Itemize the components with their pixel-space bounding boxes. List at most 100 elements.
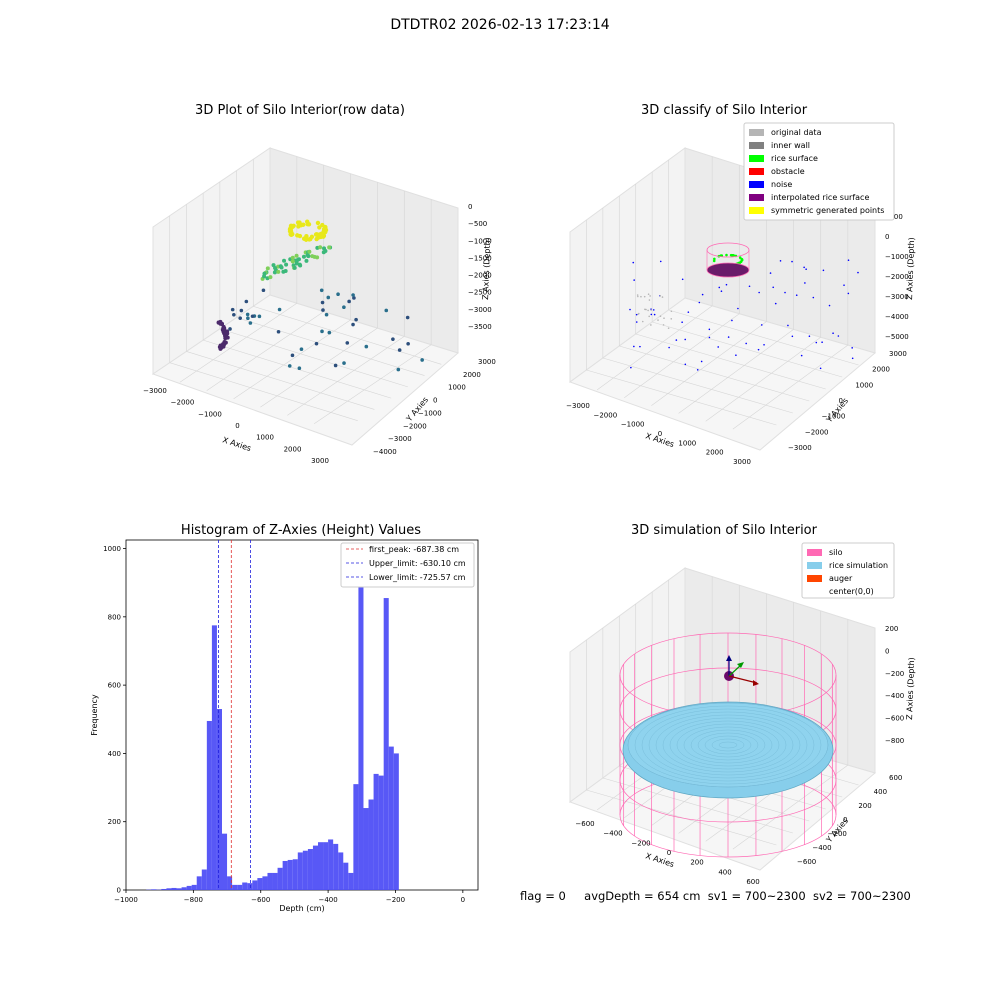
panel3-ytick-label: 0: [117, 887, 121, 895]
panel3-xtick-label: −800: [184, 896, 203, 904]
panel2-title: 3D classify of Silo Interior: [640, 103, 808, 118]
panel2-ztick-1: 0: [885, 233, 889, 241]
panel2-noise-point: [696, 369, 699, 371]
panel2-noise-point: [769, 272, 772, 274]
panel3-bar: [216, 709, 222, 890]
panel3-bar: [297, 852, 303, 890]
panel1-point: [246, 316, 250, 321]
panel4-zlabel: Z Axies (Depth): [905, 657, 916, 720]
panel2-noise-point: [731, 319, 733, 322]
panel1-points: [216, 219, 424, 372]
panel3-legend-label: Lower_limit: -725.57 cm: [369, 573, 466, 582]
panel3-bar: [151, 889, 157, 890]
panel2-legend-swatch: [749, 194, 764, 201]
panel2-noise-point: [629, 308, 631, 311]
panel1-point: [298, 263, 303, 268]
panel2-legend-swatch: [749, 181, 764, 188]
panel1-point: [345, 341, 350, 345]
panel2-noise-point: [812, 296, 815, 299]
panel1-point: [317, 225, 322, 230]
panel3-bar: [252, 880, 258, 890]
panel2-legend: original data inner wall rice surface obsta…: [743, 122, 895, 221]
panel2-legend-label: obstacle: [771, 167, 805, 176]
panel1-point: [262, 271, 267, 276]
panel1-ytick-4: 0: [433, 397, 437, 405]
panel2-xtick-6: 3000: [733, 458, 751, 466]
panel1-point: [225, 331, 230, 336]
panel3-bar: [338, 852, 344, 890]
panel1-xticks: −3000 −2000−1000 0 1000 2000 3000: [143, 387, 329, 465]
panel3-bar: [171, 887, 177, 890]
panel3-legend: first_peak: -687.38 cm Upper_limit: -630.…: [340, 542, 475, 588]
panel3-ytick-label: 400: [108, 750, 121, 758]
panel2-noise-point: [635, 313, 638, 316]
panel2-noise-point: [720, 290, 723, 293]
panel3-histogram: −1000 −800 −600 −400 −200 0 0 200 400 600 800 1000…: [90, 539, 479, 913]
panel1-point: [222, 331, 227, 336]
panel1-point: [319, 288, 324, 293]
panel2-noise-point: [815, 341, 818, 344]
panel3-bar: [277, 867, 283, 890]
panel2-noise-point: [633, 345, 635, 348]
panel4-rice-contour: [711, 738, 745, 752]
panel1-point: [290, 353, 295, 358]
status-line: flag = 0 avgDepth = 654 cm sv1 = 700~230…: [520, 889, 911, 903]
panel1-xtick-1: −2000: [171, 399, 195, 407]
panel3-bar: [383, 598, 389, 890]
panel2-noise-point: [857, 271, 859, 274]
panel2-original-point: [661, 296, 664, 298]
panel4-rice-contour: [669, 720, 787, 770]
panel4-title: 3D simulation of Silo Interior: [631, 523, 817, 538]
panel2-ztick-4: −3000: [885, 293, 909, 301]
panel1-point: [347, 299, 351, 304]
panel4-xtick-5: 400: [718, 868, 731, 876]
panel3-bar: [318, 842, 324, 890]
panel2-ztick-5: −4000: [885, 313, 909, 321]
panel1-point: [364, 344, 369, 349]
panel2-rice-point: [732, 254, 735, 257]
panel2-noise-point: [774, 302, 777, 305]
panel3-bar: [282, 860, 288, 890]
panel2-rice-point: [712, 259, 716, 263]
panel1-point: [223, 336, 228, 341]
panel1-panes: [151, 147, 460, 446]
panel2-legend-label: inner wall: [771, 141, 810, 150]
panel3-bar: [222, 833, 228, 890]
panel2-original-point: [670, 318, 673, 320]
panel2-noise-point: [808, 335, 811, 338]
panel1-xtick-5: 2000: [284, 445, 302, 453]
panel4-xtick-4: 200: [690, 859, 703, 867]
panel1-ztick-0: 0: [468, 203, 472, 211]
panel2-noise-point: [832, 332, 834, 335]
panel3-bar: [227, 876, 233, 890]
panel1-point: [297, 233, 303, 239]
panel3-bar: [333, 843, 339, 890]
panel2-noise-point: [681, 321, 683, 324]
panel3-title: Histogram of Z-Axies (Height) Values: [180, 523, 422, 538]
panel1-zlabel: Z Axies (Depth): [481, 237, 492, 300]
panel2-legend-label: rice surface: [771, 154, 818, 163]
panel4-legend-label: auger: [829, 574, 853, 583]
panel3-bar: [307, 849, 313, 890]
panel1-point: [324, 312, 329, 317]
panel3-bar: [272, 872, 278, 890]
panel2-noise-point: [633, 279, 635, 281]
panel2-noise-point: [851, 347, 853, 349]
panel2-ytick-1: −2000: [805, 428, 829, 436]
panel2-noise-point: [760, 324, 763, 326]
panel3-xticks: −1000 −800 −600 −400 −200 0: [114, 890, 465, 904]
panel4-rice-contour: [697, 732, 759, 758]
panel2-original-point: [670, 310, 673, 313]
panel3-bar: [191, 884, 197, 890]
panel3-ytick-label: 600: [108, 682, 121, 690]
panel2-legend-swatch: [749, 155, 764, 162]
panel1-ytick-1: −3000: [388, 435, 412, 443]
panel4-ztick-2: −200: [885, 670, 904, 678]
panel2-noise-point: [843, 284, 845, 286]
panel4-xtick-3: 0: [667, 849, 671, 857]
panel2-legend-swatch: [749, 207, 764, 214]
panel1-point: [244, 299, 249, 304]
panel2-noise-point: [800, 354, 803, 357]
